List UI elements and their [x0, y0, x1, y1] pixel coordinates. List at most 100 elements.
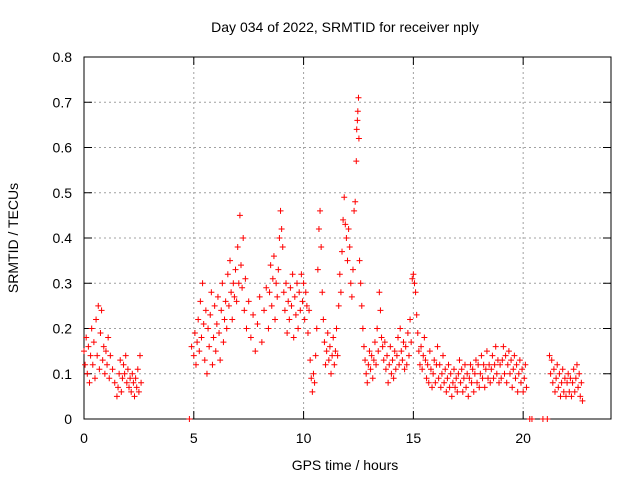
data-point — [265, 325, 272, 332]
data-point — [292, 311, 299, 318]
data-point — [572, 375, 579, 382]
data-point — [284, 330, 291, 337]
data-point — [370, 357, 377, 364]
data-point — [102, 348, 109, 355]
data-point — [421, 334, 428, 341]
data-point — [566, 388, 573, 395]
data-point — [236, 212, 243, 219]
data-point — [195, 316, 202, 323]
data-point — [101, 370, 108, 377]
x-tick-label: 15 — [406, 430, 422, 446]
data-point — [241, 307, 248, 314]
data-point — [400, 339, 407, 346]
data-point — [269, 275, 276, 282]
data-point — [445, 361, 452, 368]
data-point — [304, 330, 311, 337]
data-point — [95, 302, 102, 309]
data-point — [219, 280, 226, 287]
y-tick-label: 0 — [64, 411, 72, 427]
data-point — [286, 316, 293, 323]
data-point — [427, 366, 434, 373]
data-point — [491, 361, 498, 368]
data-point — [127, 375, 134, 382]
data-point — [190, 352, 197, 359]
data-point — [438, 370, 445, 377]
data-point — [88, 325, 95, 332]
data-point — [337, 289, 344, 296]
data-point — [483, 348, 490, 355]
data-point — [349, 266, 356, 273]
data-point — [412, 289, 419, 296]
data-point — [295, 325, 302, 332]
data-point — [450, 366, 457, 373]
data-point — [196, 348, 203, 355]
data-point — [313, 325, 320, 332]
data-point — [96, 366, 103, 373]
data-point — [186, 416, 193, 422]
data-point — [129, 370, 136, 377]
data-point — [247, 334, 254, 341]
data-point — [368, 352, 375, 359]
data-point — [348, 293, 355, 300]
data-point — [390, 375, 397, 382]
data-point — [231, 293, 238, 300]
data-point — [434, 343, 441, 350]
data-point — [562, 393, 569, 400]
data-point — [329, 352, 336, 359]
data-point — [124, 366, 131, 373]
data-point — [89, 361, 96, 368]
data-point — [488, 366, 495, 373]
data-point — [426, 348, 433, 355]
data-point — [121, 370, 128, 377]
data-point — [496, 379, 503, 386]
data-point — [467, 361, 474, 368]
data-point — [212, 348, 219, 355]
data-point — [351, 207, 358, 214]
data-point — [387, 343, 394, 350]
data-point — [397, 325, 404, 332]
data-point — [207, 311, 214, 318]
data-point — [425, 379, 432, 386]
data-point — [475, 361, 482, 368]
data-point — [276, 235, 283, 241]
data-point — [516, 357, 523, 364]
data-point — [202, 307, 209, 314]
y-axis-label: SRMTID / TECUs — [5, 183, 21, 293]
data-point — [407, 316, 414, 323]
data-point — [285, 298, 292, 305]
data-point — [565, 370, 572, 377]
data-point — [557, 393, 564, 400]
y-tick-label: 0.1 — [53, 366, 73, 382]
data-point — [99, 357, 106, 364]
data-point — [422, 357, 429, 364]
data-point — [347, 280, 354, 287]
data-point — [436, 361, 443, 368]
data-point — [318, 244, 325, 251]
data-point — [470, 388, 477, 395]
data-point — [569, 379, 576, 386]
data-point — [291, 293, 298, 300]
data-point — [466, 375, 473, 382]
data-point — [385, 379, 392, 386]
data-point — [573, 361, 580, 368]
data-point — [419, 366, 426, 373]
data-point — [331, 361, 338, 368]
data-point — [420, 352, 427, 359]
data-point — [402, 343, 409, 350]
data-point — [267, 262, 274, 269]
data-point — [133, 384, 140, 391]
data-point — [197, 298, 204, 305]
data-point — [353, 158, 360, 165]
data-point — [213, 320, 220, 327]
data-point — [378, 334, 385, 341]
data-point — [283, 280, 290, 287]
data-point — [579, 397, 586, 404]
data-point — [411, 280, 418, 287]
data-point — [355, 94, 362, 101]
data-point — [559, 366, 566, 373]
data-point — [356, 257, 363, 264]
data-point — [83, 334, 90, 341]
data-point — [136, 352, 143, 359]
data-point — [281, 307, 288, 314]
data-point — [414, 330, 421, 337]
